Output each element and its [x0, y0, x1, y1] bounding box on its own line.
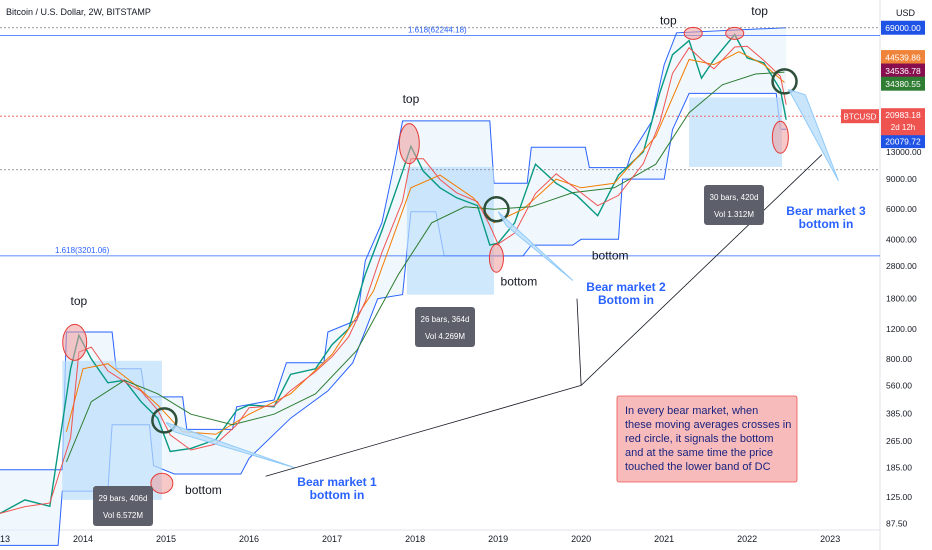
btcusd-countdown-text: 2d 12h [891, 123, 915, 132]
y-tick-label-4: 265.00 [886, 436, 912, 446]
stat-box-2 [415, 307, 475, 347]
x-tick-label-2020: 2020 [571, 534, 591, 544]
label-bear1-line1: Bear market 1 [297, 475, 377, 489]
y-tick-label-5: 385.00 [886, 408, 912, 418]
bear-arrow-2 [497, 211, 574, 281]
note-arrow-1 [265, 385, 582, 477]
price-tag-2 [881, 50, 925, 65]
label-top-4: top [751, 4, 768, 18]
y-tick-label-10: 2800.00 [886, 261, 917, 271]
bear-arrow-1 [165, 422, 295, 469]
label-top-1: top [71, 294, 88, 308]
label-bear2-line2: Bottom in [598, 293, 654, 307]
x-tick-label-2013: 2013 [0, 534, 10, 544]
stat-box-1-line2: Vol 6.572M [103, 511, 143, 520]
y-tick-label-13: 9000.00 [886, 174, 917, 184]
note-arrow-3 [580, 154, 823, 386]
x-tick-label-2018: 2018 [405, 534, 425, 544]
y-tick-label-3: 185.00 [886, 463, 912, 473]
price-tag-2-text: 44539.86 [885, 53, 921, 63]
y-tick-label-9: 1800.00 [886, 294, 917, 304]
red-circle-7 [771, 120, 789, 154]
price-axis[interactable] [880, 0, 932, 550]
price-tag-1-text: 69000.00 [885, 23, 921, 33]
x-tick-label-2016: 2016 [239, 534, 259, 544]
x-tick-label-2017: 2017 [322, 534, 342, 544]
y-tick-label-1: 87.50 [886, 518, 908, 528]
y-tick-label-8: 1200.00 [886, 324, 917, 334]
note-line-5: touched the lower band of DC [625, 461, 771, 473]
chart-title: Bitcoin / U.S. Dollar, 2W, BITSTAMP [6, 7, 151, 17]
green-circle-1 [151, 407, 178, 434]
x-tick-label-2019: 2019 [488, 534, 508, 544]
price-tag-3 [881, 63, 925, 78]
currency-label: USD [896, 8, 916, 18]
stat-box-1-line1: 29 bars, 406d [99, 494, 148, 503]
y-tick-label-12: 6000.00 [886, 204, 917, 214]
label-bear3-line2: bottom in [799, 217, 854, 231]
level-label-2: 1.618(3201.06) [55, 246, 110, 255]
y-tick-label-7: 800.00 [886, 354, 912, 364]
red-circle-2 [150, 472, 174, 494]
btcusd-price-tag [881, 108, 925, 136]
y-tick-label-11: 4000.00 [886, 234, 917, 244]
price-tag-1 [881, 20, 925, 35]
label-bottom-1: bottom [185, 483, 222, 497]
axis-ticks: 2013 2014 2015 2016 2017 2018 2019 2020 2021 2022… [0, 115, 922, 544]
label-bottom-3: bottom [592, 248, 629, 262]
x-tick-label-2023: 2023 [820, 534, 840, 544]
red-circle-6 [725, 26, 745, 40]
x-tick-label-2015: 2015 [156, 534, 176, 544]
note-arrow-2 [576, 298, 582, 386]
ma-line-1 [65, 51, 785, 435]
y-tick-label-14: 13000.00 [886, 147, 922, 157]
note-line-3: red circle, it signals the bottom [625, 433, 774, 445]
note-box [616, 395, 798, 483]
date-range-boxes [62, 97, 783, 500]
price-tag-3-text: 34536.78 [885, 66, 921, 76]
stat-box-3 [704, 185, 764, 225]
label-bottom-2: bottom [501, 274, 538, 288]
btcusd-price-text: 20983.18 [885, 110, 921, 120]
label-bear3-line1: Bear market 3 [786, 204, 866, 218]
stat-box-3-line2: Vol 1.312M [714, 210, 754, 219]
stat-box-2-line2: Vol 4.269M [425, 332, 465, 341]
green-circle-2 [483, 195, 510, 223]
x-tick-label-2022: 2022 [737, 534, 757, 544]
range-box-3 [689, 97, 783, 167]
price-tag-4 [881, 76, 925, 91]
label-bear2-line1: Bear market 2 [586, 280, 666, 294]
red-circle-3 [398, 123, 420, 165]
price-tag-5 [881, 134, 925, 149]
price-tags: 69000.00 44539.86 34536.78 34380.55 20079.72… [841, 20, 925, 149]
stat-box-3-line1: 30 bars, 420d [710, 193, 759, 202]
x-tick-label-2021: 2021 [654, 534, 674, 544]
red-circle-4 [488, 243, 504, 273]
price-tag-4-text: 34380.55 [885, 79, 921, 89]
note-line-1: In every bear market, when [625, 405, 758, 417]
range-box-2 [406, 166, 494, 295]
annotations: top top top top bottom bottom bottom Bear marke… [62, 4, 866, 526]
red-circle-1 [62, 323, 88, 361]
x-tick-label-2014: 2014 [73, 534, 93, 544]
label-top-3: top [660, 14, 677, 28]
bear-arrow-3 [787, 88, 839, 181]
y-tick-label-6: 560.00 [886, 380, 912, 390]
channel-band [0, 27, 787, 546]
stat-box-2-line1: 26 bars, 364d [421, 315, 470, 324]
stat-box-1 [93, 486, 153, 526]
ma-line-2 [65, 71, 785, 463]
level-label-1: 1.618(62244.18) [408, 25, 467, 34]
btcusd-tag-text: BTCUSD [844, 113, 877, 122]
red-circle-5 [683, 26, 703, 40]
green-circle-3 [771, 68, 798, 95]
note-line-4: and at the same time the price [625, 447, 773, 459]
btcusd-tag [841, 109, 879, 124]
label-bear1-line2: bottom in [310, 488, 365, 502]
note-line-2: these moving averages crosses in [625, 419, 791, 431]
label-top-2: top [403, 92, 420, 106]
y-tick-label-2: 125.00 [886, 492, 912, 502]
price-tag-5-text: 20079.72 [885, 137, 921, 147]
